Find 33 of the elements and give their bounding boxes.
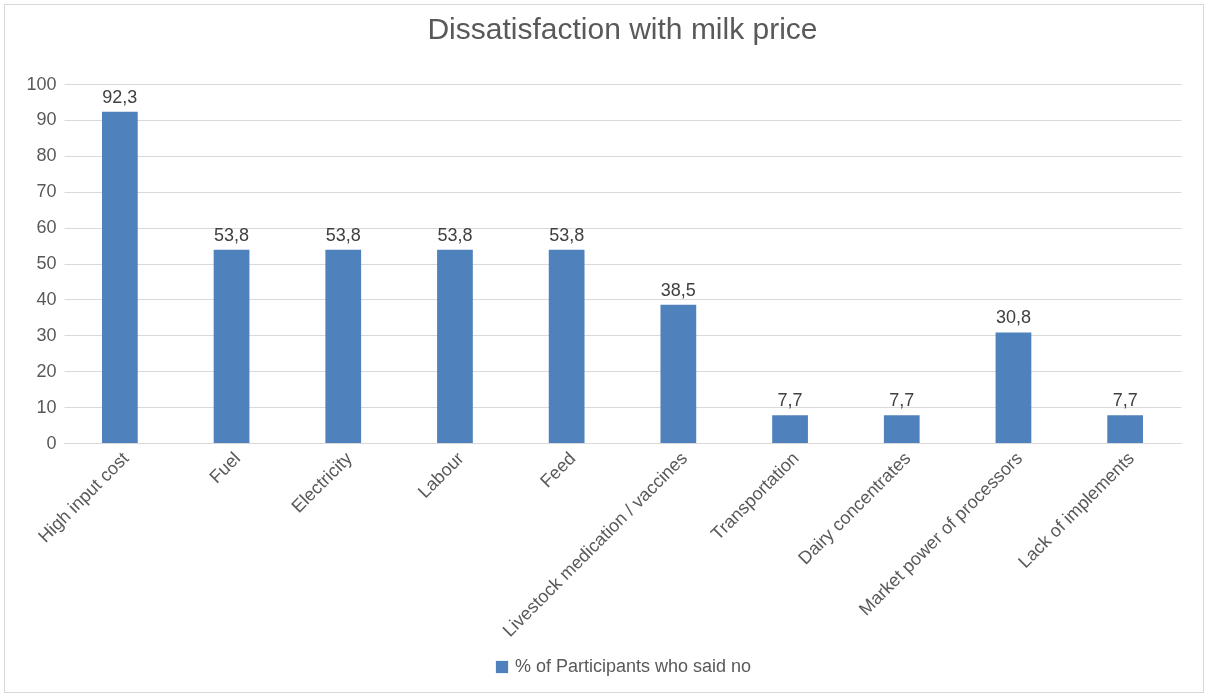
y-tick-label: 20 [36, 360, 57, 381]
data-label: 53,8 [437, 224, 473, 245]
data-label: 92,3 [102, 86, 138, 107]
data-label: 53,8 [325, 224, 361, 245]
data-label: 53,8 [549, 224, 585, 245]
bar [437, 249, 473, 443]
bar [995, 332, 1032, 443]
bar [883, 415, 920, 443]
y-tick-label: 80 [36, 145, 57, 166]
y-tick-label: 10 [36, 396, 57, 417]
y-tick-label: 40 [36, 288, 57, 309]
bar [548, 249, 585, 443]
data-label: 7,7 [777, 390, 803, 411]
y-tick-label: 50 [36, 253, 57, 273]
chart-title: Dissatisfaction with milk price [427, 12, 818, 45]
legend-label: % of Participants who said no [515, 656, 752, 676]
bar [772, 415, 808, 443]
data-label: 53,8 [214, 224, 250, 245]
y-tick-label: 0 [46, 432, 57, 453]
y-tick-label: 70 [36, 181, 57, 202]
data-label: 7,7 [1112, 390, 1138, 411]
data-label: 7,7 [889, 390, 915, 411]
bar [325, 249, 362, 443]
bar [213, 249, 250, 443]
bar [1107, 415, 1144, 443]
y-tick-label: 90 [36, 109, 57, 130]
y-tick-label: 100 [26, 73, 57, 94]
data-label: 30,8 [995, 307, 1031, 328]
y-tick-label: 30 [36, 324, 57, 345]
data-label: 38,5 [660, 279, 696, 300]
bar [101, 111, 138, 443]
y-tick-label: 60 [36, 217, 57, 238]
bar [660, 304, 697, 443]
